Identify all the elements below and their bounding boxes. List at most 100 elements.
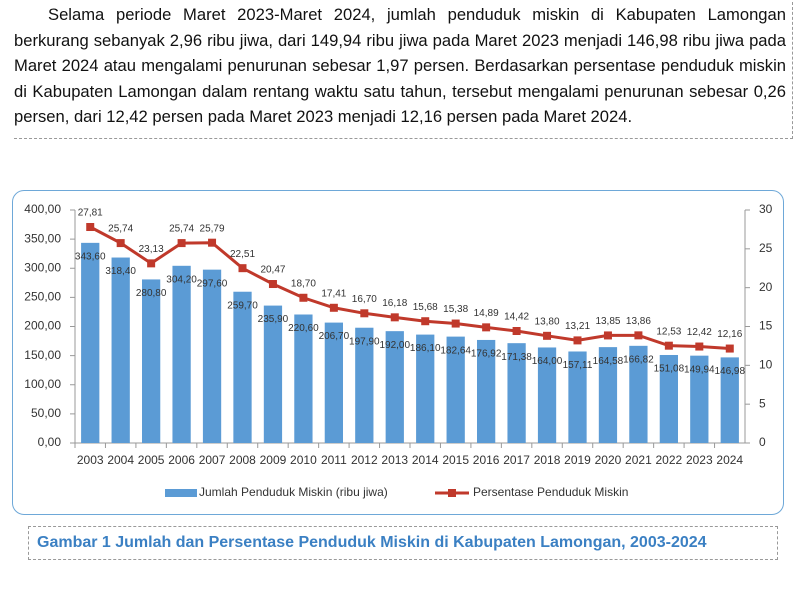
bar <box>720 357 739 443</box>
x-tick-label: 2023 <box>686 453 713 467</box>
line-marker <box>208 238 217 247</box>
line-value-label: 17,41 <box>321 288 346 299</box>
bar-value-label: 318,40 <box>105 266 136 277</box>
y-tick-label: 150,00 <box>24 348 61 362</box>
x-tick-label: 2017 <box>503 453 530 467</box>
x-tick-label: 2020 <box>595 453 622 467</box>
y-tick-label: 400,00 <box>24 202 61 216</box>
y2-tick-label: 10 <box>759 358 773 372</box>
y2-tick-label: 0 <box>759 435 766 449</box>
x-tick-label: 2016 <box>473 453 500 467</box>
line-marker <box>482 323 491 332</box>
bar <box>598 347 618 443</box>
legend-swatch <box>165 489 197 497</box>
line-marker <box>421 317 430 326</box>
bar <box>294 314 313 443</box>
x-tick-label: 2009 <box>260 453 287 467</box>
bar-value-label: 235,90 <box>258 314 289 325</box>
line-value-label: 15,38 <box>443 304 468 315</box>
line-marker <box>360 309 369 318</box>
bar-value-label: 182,64 <box>440 345 471 356</box>
line-marker <box>268 280 277 289</box>
line-marker <box>86 223 95 232</box>
bar <box>477 339 496 443</box>
bar-value-label: 259,70 <box>227 300 258 311</box>
x-tick-label: 2006 <box>168 453 195 467</box>
bar-value-label: 186,10 <box>410 343 441 354</box>
x-tick-label: 2007 <box>199 453 226 467</box>
paragraph: Selama periode Maret 2023-Maret 2024, ju… <box>14 2 793 139</box>
x-tick-label: 2019 <box>564 453 591 467</box>
line-value-label: 13,80 <box>535 316 560 327</box>
bar-value-label: 157,11 <box>563 360 593 371</box>
y-tick-label: 200,00 <box>24 319 61 333</box>
line-marker <box>177 239 186 248</box>
bar <box>202 269 222 443</box>
x-tick-label: 2022 <box>656 453 683 467</box>
bar <box>659 354 678 443</box>
bar <box>324 322 343 443</box>
caption: Gambar 1 Jumlah dan Persentase Penduduk … <box>28 526 778 560</box>
y-tick-label: 250,00 <box>24 290 61 304</box>
bar-value-label: 164,58 <box>593 356 624 367</box>
y-tick-label: 100,00 <box>24 377 61 391</box>
bar <box>568 351 587 443</box>
x-tick-label: 2014 <box>412 453 439 467</box>
line-marker <box>238 264 247 273</box>
line-value-label: 13,21 <box>565 321 590 332</box>
y-tick-label: 50,00 <box>31 406 61 420</box>
bar <box>142 279 161 443</box>
line-marker <box>147 259 156 268</box>
bar-value-label: 220,60 <box>288 323 319 334</box>
chart-frame <box>12 190 784 515</box>
bar-value-label: 304,20 <box>166 274 197 285</box>
x-tick-label: 2004 <box>107 453 134 467</box>
bar-value-label: 280,80 <box>136 288 167 299</box>
x-tick-label: 2010 <box>290 453 317 467</box>
line-value-label: 14,89 <box>474 308 499 319</box>
bar-value-label: 176,92 <box>471 349 502 360</box>
x-tick-label: 2024 <box>716 453 743 467</box>
line-marker <box>543 331 552 340</box>
line-value-label: 20,47 <box>260 265 285 276</box>
x-tick-label: 2005 <box>138 453 165 467</box>
line-marker <box>573 336 582 345</box>
line-value-label: 27,81 <box>78 208 103 219</box>
bar-value-label: 343,60 <box>75 251 106 262</box>
bar-value-label: 192,00 <box>379 340 410 351</box>
bar-value-label: 171,38 <box>501 352 532 363</box>
line-value-label: 25,79 <box>200 223 225 234</box>
line-value-label: 22,51 <box>230 249 255 260</box>
x-tick-label: 2003 <box>77 453 104 467</box>
line-marker <box>634 331 643 340</box>
line <box>89 225 730 351</box>
bar-value-label: 151,08 <box>654 364 685 375</box>
bar <box>81 242 100 443</box>
y2-tick-label: 25 <box>759 241 773 255</box>
x-tick-label: 2013 <box>381 453 408 467</box>
line-value-label: 25,74 <box>169 224 194 235</box>
bar <box>537 347 557 443</box>
y-tick-label: 300,00 <box>24 260 61 274</box>
y2-tick-label: 15 <box>759 319 773 333</box>
bar <box>385 331 404 443</box>
bar <box>446 336 465 443</box>
line-marker <box>664 341 673 350</box>
line-marker <box>390 313 399 322</box>
y2-tick-label: 30 <box>759 202 773 216</box>
x-tick-label: 2012 <box>351 453 378 467</box>
bar <box>355 327 374 443</box>
x-tick-label: 2021 <box>625 453 652 467</box>
bar <box>629 345 648 443</box>
bar-value-label: 197,90 <box>349 336 380 347</box>
line-marker <box>329 303 338 312</box>
bar-value-label: 146,98 <box>714 366 745 377</box>
y-tick-label: 350,00 <box>24 231 61 245</box>
legend-label: Jumlah Penduduk Miskin (ribu jiwa) <box>199 485 388 499</box>
bar-value-label: 166,82 <box>623 354 654 365</box>
x-tick-label: 2018 <box>534 453 561 467</box>
y-tick-label: 0,00 <box>38 435 62 449</box>
line-marker <box>116 239 125 248</box>
line-value-label: 13,86 <box>626 316 651 327</box>
